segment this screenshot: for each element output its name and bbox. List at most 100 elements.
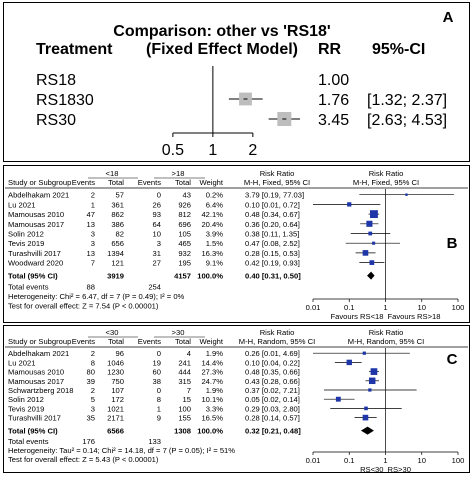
col-header-events-2: Events — [138, 178, 161, 187]
favours-right: RS>30 — [388, 465, 411, 474]
study-name: Solin 2012 — [8, 395, 44, 404]
risk-ratio-ci: 3.79 [0.19, 77.03] — [245, 191, 304, 200]
risk-ratio-ci: 0.36 [0.20, 0.64] — [245, 220, 300, 229]
total-1: 82 — [116, 230, 124, 239]
col-header-events-1: Events — [72, 178, 95, 187]
treatment-label: RS1830 — [36, 92, 94, 109]
plot-header-2: M-H, Random, 95% CI — [348, 337, 424, 346]
total-2: 241 — [178, 358, 191, 367]
total-2: 43 — [183, 191, 191, 200]
risk-ratio-ci: 0.48 [0.34, 0.67] — [245, 210, 300, 219]
weight-value: 3.9% — [206, 230, 224, 239]
events-1: 3 — [91, 239, 95, 248]
plot-header-2: M-H, Fixed, 95% CI — [353, 178, 419, 187]
events-2: 31 — [153, 249, 161, 258]
risk-ratio-ci: 0.38 [0.11, 1.35] — [245, 230, 299, 239]
weight-value: 0.2% — [206, 191, 224, 200]
x-tick-label: 100 — [452, 456, 465, 465]
events-2: 0 — [157, 191, 161, 200]
effect-box — [364, 406, 368, 411]
total-2: 100 — [178, 404, 191, 413]
risk-ratio-ci: 0.28 [0.14, 0.57] — [245, 414, 300, 423]
effect-box — [405, 193, 408, 196]
total-1: 172 — [111, 395, 124, 404]
weight-value: 9.1% — [206, 259, 224, 268]
pooled-diamond — [367, 271, 375, 280]
weight-value: 1.5% — [206, 239, 224, 248]
total-2: 465 — [178, 239, 191, 248]
weight-value: 16.3% — [201, 249, 223, 258]
risk-ratio-ci: 0.26 [0.01, 4.69] — [245, 349, 300, 358]
events-2: 10 — [153, 230, 161, 239]
events-1: 3 — [91, 404, 95, 413]
events-2: 9 — [157, 414, 161, 423]
col-header-total-1: Total — [108, 337, 124, 346]
events-1: 13 — [87, 220, 95, 229]
x-tick-label: 0.5 — [162, 142, 184, 159]
events-2: 60 — [153, 368, 161, 377]
weight-value: 20.4% — [201, 220, 223, 229]
x-tick-label: 2 — [248, 142, 257, 159]
col-header-total-2: Total — [175, 178, 191, 187]
rr-header-2: M-H, Random, 95% CI — [239, 337, 315, 346]
risk-ratio-ci: 0.48 [0.35, 0.66] — [245, 368, 300, 377]
study-name: Turashvilli 2017 — [8, 414, 61, 423]
col-header-study: Study or Subgroup — [8, 178, 71, 187]
weight-value: 42.1% — [201, 210, 223, 219]
total-1: 57 — [116, 191, 124, 200]
events-2: 27 — [153, 259, 161, 268]
events-1: 47 — [87, 210, 95, 219]
col-header-weight: Weight — [200, 337, 224, 346]
total-1: 656 — [111, 239, 124, 248]
total-events-label: Total events — [8, 437, 49, 446]
panel-b-frame — [3, 165, 470, 323]
events-1: 8 — [91, 358, 95, 367]
total-weight: 100.0% — [197, 427, 223, 436]
risk-ratio-ci: 0.28 [0.15, 0.53] — [245, 249, 300, 258]
total-2: 195 — [178, 259, 191, 268]
total-1: 862 — [111, 210, 124, 219]
total-2: 155 — [178, 414, 191, 423]
group-header-2: >30 — [172, 328, 185, 337]
weight-value: 24.7% — [201, 377, 223, 386]
effect-box — [346, 359, 352, 366]
weight-value: 1.9% — [206, 386, 224, 395]
x-tick-label: 1 — [208, 142, 217, 159]
total-2: 315 — [178, 377, 191, 386]
study-name: Tevis 2019 — [8, 239, 44, 248]
overall-effect-text: Test for overall effect: Z = 5.43 (P < 0… — [8, 455, 159, 464]
events-2: 1 — [157, 404, 161, 413]
group-header-1: <30 — [106, 328, 119, 337]
total-1: 1394 — [107, 249, 124, 258]
study-name: Woodward 2020 — [8, 259, 63, 268]
study-name: Abdelhakam 2021 — [8, 349, 69, 358]
events-2: 38 — [153, 377, 161, 386]
heterogeneity-text: Heterogeneity: Tau² = 0.14; Chi² = 14.18… — [8, 446, 235, 455]
total-n-1: 3919 — [107, 272, 124, 281]
col-header-study: Study or Subgroup — [8, 337, 71, 346]
favours-left: Favours RS<18 — [331, 312, 384, 321]
x-tick-label: 10 — [418, 303, 426, 312]
events-1: 5 — [91, 395, 95, 404]
panel-a-frame — [3, 2, 470, 162]
x-tick-label: 0.01 — [306, 303, 321, 312]
column-header-treatment: Treatment — [36, 41, 113, 58]
weight-value: 10.1% — [201, 395, 223, 404]
events-1: 7 — [91, 259, 95, 268]
effect-box — [362, 414, 369, 421]
effect-box — [368, 388, 372, 392]
x-tick-label: 0.01 — [306, 456, 321, 465]
rr-value: 3.45 — [318, 112, 349, 129]
total-1: 2171 — [107, 414, 124, 423]
events-1: 2 — [91, 191, 95, 200]
total-events-label: Total events — [8, 282, 49, 291]
total-1: 96 — [116, 349, 124, 358]
heterogeneity-text: Heterogeneity: Chi² = 6.47, df = 7 (P = … — [8, 292, 185, 301]
ci-value: [1.32; 2.37] — [367, 92, 447, 109]
total-ci: 0.32 [0.21, 0.48] — [245, 427, 301, 436]
total-1: 107 — [111, 386, 124, 395]
events-1: 2 — [91, 349, 95, 358]
study-name: Lu 2021 — [8, 200, 35, 209]
effect-box — [335, 396, 341, 402]
